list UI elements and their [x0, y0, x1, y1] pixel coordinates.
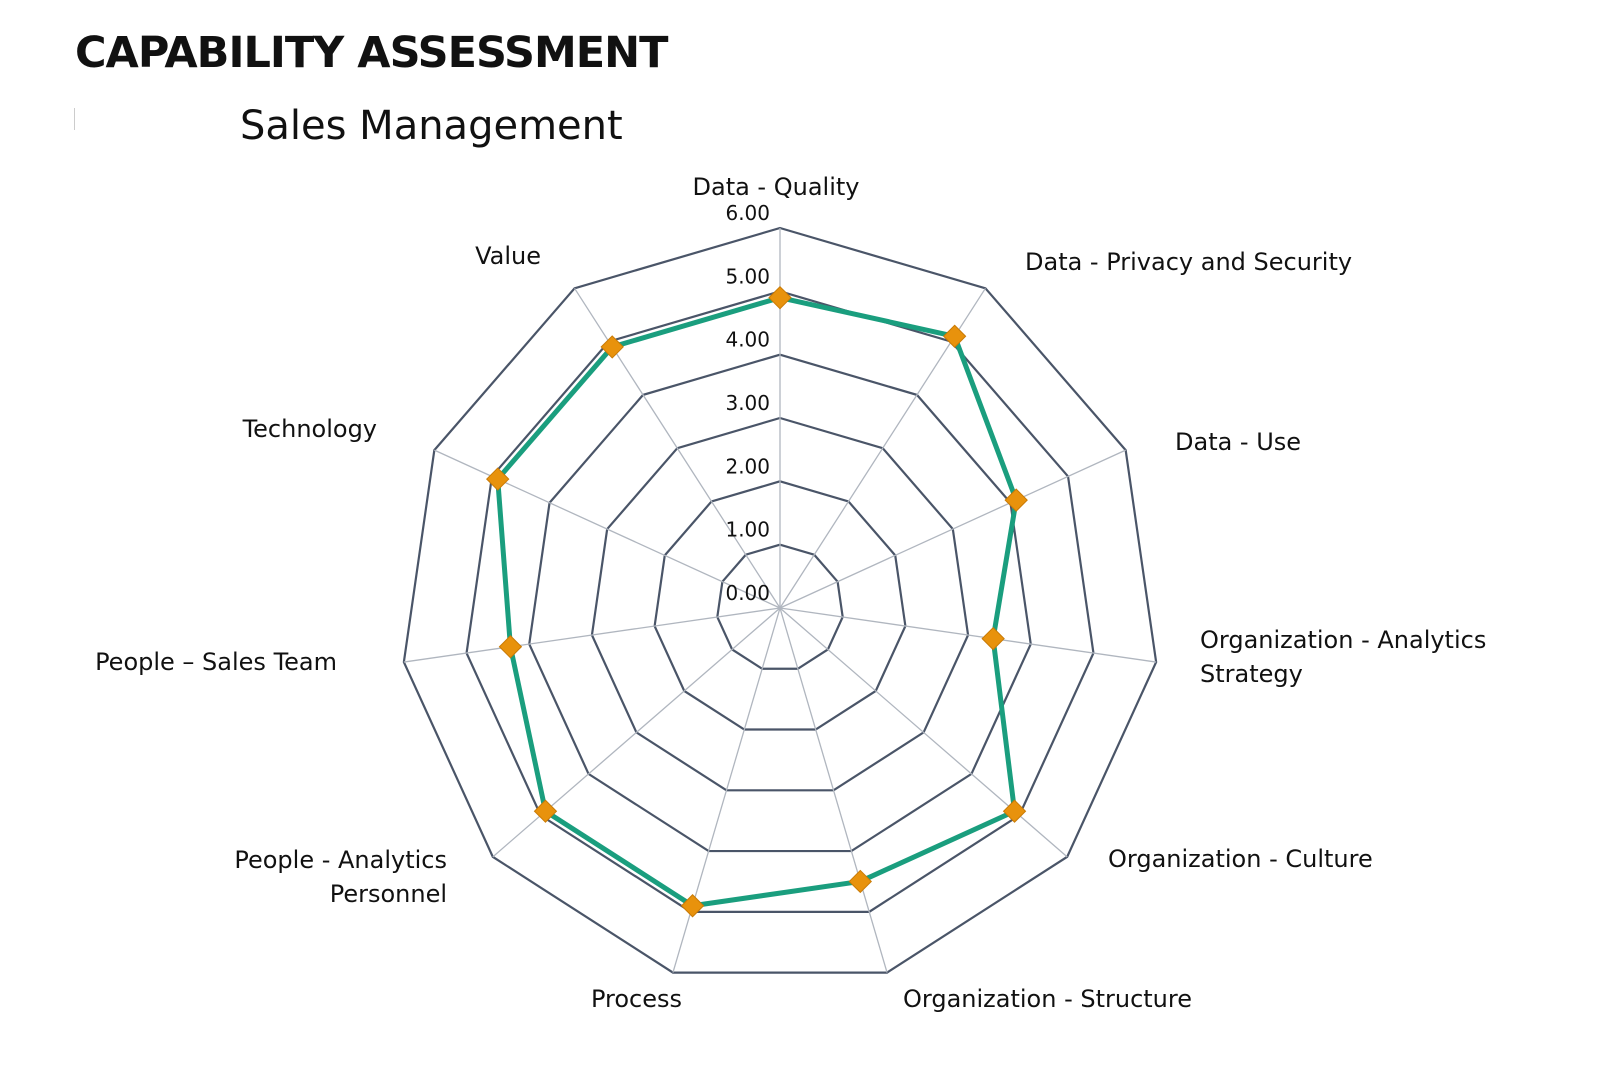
data-point-3: [1004, 488, 1028, 512]
data-point-11: [600, 335, 624, 359]
axis-label-3: Data - Use: [1175, 428, 1301, 456]
spoke-4: [779, 607, 1157, 663]
chart-subtitle: Sales Management: [240, 103, 623, 149]
tick-label-5: 5.00: [725, 264, 770, 288]
axis-label-7: Process: [591, 985, 682, 1013]
series-group: [495, 295, 1019, 909]
tick-label-3: 3.00: [725, 391, 770, 415]
tick-label-4: 4.00: [725, 328, 770, 352]
slide-edge-mark: [74, 108, 75, 130]
spoke-9: [403, 607, 781, 663]
spoke-5: [779, 607, 1068, 858]
tick-label-6: 6.00: [725, 201, 770, 225]
axis-label-4: Organization - Analytics Strategy: [1200, 626, 1486, 688]
grid-ring-4: [528, 353, 1032, 853]
spoke-8: [492, 607, 781, 858]
axis-label-1: Data - Quality: [693, 173, 860, 201]
series-line: [495, 295, 1019, 909]
tick-label-0: 0.00: [725, 581, 770, 605]
axis-labels: Data - Quality Data - Privacy and Securit…: [95, 173, 1486, 1013]
data-point-2: [942, 324, 967, 348]
spoke-3: [779, 449, 1126, 609]
axis-label-10: Technology: [242, 415, 377, 443]
tick-label-1: 1.00: [725, 518, 770, 542]
data-point-7: [680, 894, 705, 918]
page-title: CAPABILITY ASSESSMENT: [75, 28, 668, 78]
grid-rings: [402, 226, 1158, 974]
axis-label-6: Organization - Structure: [903, 985, 1192, 1013]
grid-ring-1: [716, 543, 844, 670]
spoke-6: [779, 607, 888, 973]
data-point-8: [533, 799, 558, 823]
data-point-5: [1002, 799, 1027, 823]
data-point-9: [498, 635, 523, 659]
axis-label-9: People – Sales Team: [95, 648, 337, 676]
data-point-6: [848, 869, 873, 894]
grid-ring-6: [402, 226, 1158, 974]
axis-label-8: People - Analytics Personnel: [234, 846, 447, 908]
axis-label-5: Organization - Culture: [1108, 845, 1373, 873]
tick-label-2: 2.00: [725, 454, 770, 478]
axis-label-2: Data - Privacy and Security: [1025, 248, 1352, 276]
tick-labels: 0.00 1.00 2.00 3.00 4.00 5.00 6.00: [725, 201, 770, 605]
markers: [486, 285, 1028, 918]
grid-ring-3: [590, 416, 970, 792]
spokes: [403, 228, 1157, 973]
grid-ring-2: [653, 480, 907, 731]
data-point-10: [486, 467, 510, 491]
axis-label-11: Value: [475, 242, 541, 270]
data-point-1: [768, 285, 792, 310]
grid-ring-5: [465, 290, 1095, 913]
data-point-4: [981, 626, 1005, 651]
